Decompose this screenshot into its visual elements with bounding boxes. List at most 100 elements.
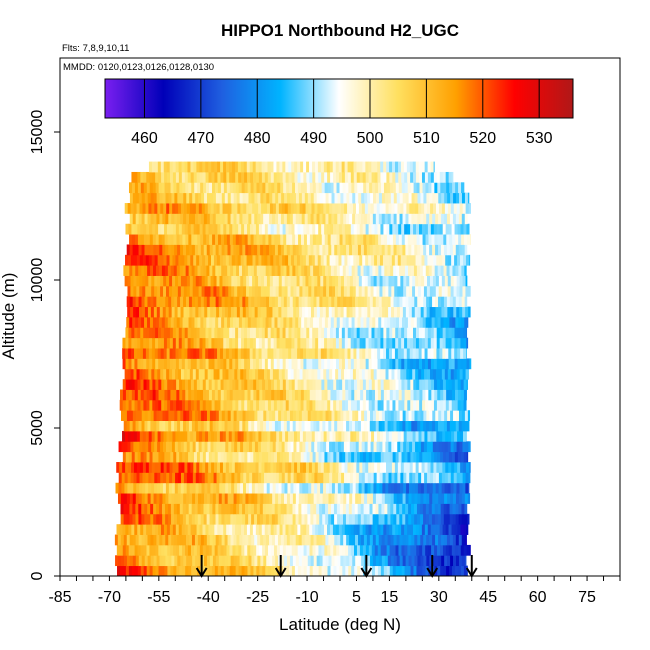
heatmap-cell — [137, 399, 141, 411]
heatmap-cell — [137, 379, 141, 390]
heatmap-cell — [127, 368, 131, 380]
heatmap-cell — [305, 430, 310, 442]
heatmap-cell — [369, 265, 373, 276]
heatmap-cell — [183, 472, 188, 484]
heatmap-cell — [169, 161, 174, 173]
heatmap-cell — [180, 420, 184, 432]
heatmap-cell — [456, 555, 460, 567]
heatmap-cell — [468, 203, 471, 214]
heatmap-cell — [270, 462, 274, 473]
heatmap-cell — [359, 462, 363, 473]
heatmap-cell — [288, 348, 292, 359]
heatmap-cell — [395, 544, 399, 556]
heatmap-cell — [232, 379, 236, 390]
heatmap-cell — [173, 379, 177, 390]
heatmap-cell — [348, 265, 353, 276]
heatmap-cell — [308, 430, 313, 442]
heatmap-cell — [424, 430, 428, 442]
heatmap-cell — [435, 296, 439, 308]
heatmap-cell — [164, 503, 169, 515]
heatmap-cell — [261, 358, 266, 370]
heatmap-cell — [236, 213, 240, 225]
heatmap-cell — [144, 213, 148, 225]
heatmap-cell — [382, 368, 386, 380]
heatmap-cell — [377, 451, 382, 463]
heatmap-cell — [182, 182, 186, 194]
heatmap-cell — [218, 317, 222, 328]
heatmap-cell — [200, 503, 204, 515]
heatmap-cell — [214, 171, 218, 183]
heatmap-cell — [140, 399, 144, 411]
heatmap-cell — [448, 379, 453, 390]
heatmap-cell — [213, 482, 217, 494]
heatmap-cell — [120, 534, 125, 546]
heatmap-cell — [245, 306, 250, 318]
heatmap-cell — [162, 493, 166, 504]
heatmap-cell — [341, 203, 345, 214]
heatmap-cell — [283, 534, 288, 546]
heatmap-cell — [193, 337, 197, 349]
heatmap-cell — [251, 441, 256, 453]
heatmap-cell — [257, 410, 261, 421]
heatmap-cell — [424, 327, 429, 339]
heatmap-cell — [229, 182, 234, 194]
colorbar-label-500: 500 — [357, 130, 384, 147]
heatmap-cell — [254, 482, 259, 494]
heatmap-cell — [402, 493, 406, 504]
heatmap-cell — [452, 420, 457, 432]
heatmap-cell — [386, 389, 391, 401]
heatmap-cell — [333, 544, 337, 556]
heatmap-cell — [283, 265, 287, 276]
heatmap-cell — [464, 493, 469, 504]
heatmap-cell — [402, 244, 406, 256]
heatmap-cell — [270, 254, 274, 266]
heatmap-cell — [414, 306, 419, 318]
heatmap-cell — [243, 254, 247, 266]
heatmap-cell — [444, 368, 449, 380]
heatmap-cell — [220, 234, 225, 245]
heatmap-cell — [340, 192, 344, 204]
heatmap-cell — [361, 306, 365, 318]
heatmap-cell — [410, 544, 414, 556]
heatmap-cell — [282, 358, 287, 370]
heatmap-cell — [386, 399, 390, 411]
heatmap-cell — [287, 472, 292, 484]
heatmap-cell — [408, 420, 412, 432]
heatmap-cell — [414, 244, 418, 256]
heatmap-cell — [141, 192, 146, 204]
heatmap-cell — [238, 171, 242, 183]
heatmap-cell — [246, 254, 250, 266]
heatmap-cell — [134, 182, 139, 194]
heatmap-cell — [226, 327, 230, 339]
heatmap-cell — [437, 379, 441, 390]
heatmap-cell — [438, 368, 443, 380]
heatmap-cell — [294, 161, 298, 173]
heatmap-cell — [209, 296, 214, 308]
heatmap-cell — [126, 410, 131, 421]
heatmap-cell — [224, 410, 229, 421]
heatmap-cell — [443, 317, 447, 328]
heatmap-cell — [436, 327, 441, 339]
heatmap-cell — [388, 441, 392, 453]
heatmap-cell — [355, 410, 359, 421]
heatmap-cell — [454, 379, 459, 390]
heatmap-cell — [276, 161, 280, 173]
heatmap-cell — [226, 524, 230, 535]
heatmap-cell — [284, 368, 289, 380]
heatmap-cell — [286, 234, 290, 245]
heatmap-cell — [213, 275, 217, 287]
heatmap-cell — [127, 203, 132, 214]
heatmap-cell — [277, 234, 281, 245]
heatmap-cell — [295, 296, 300, 308]
heatmap-cell — [131, 182, 136, 194]
heatmap-cell — [364, 285, 368, 297]
heatmap-cell — [297, 544, 302, 556]
heatmap-cell — [223, 399, 227, 411]
heatmap-cell — [136, 275, 140, 287]
heatmap-cell — [467, 410, 471, 421]
heatmap-cell — [170, 503, 175, 515]
heatmap-cell — [336, 565, 340, 576]
heatmap-cell — [234, 275, 238, 287]
heatmap-cell — [365, 348, 369, 359]
heatmap-cell — [181, 171, 186, 183]
